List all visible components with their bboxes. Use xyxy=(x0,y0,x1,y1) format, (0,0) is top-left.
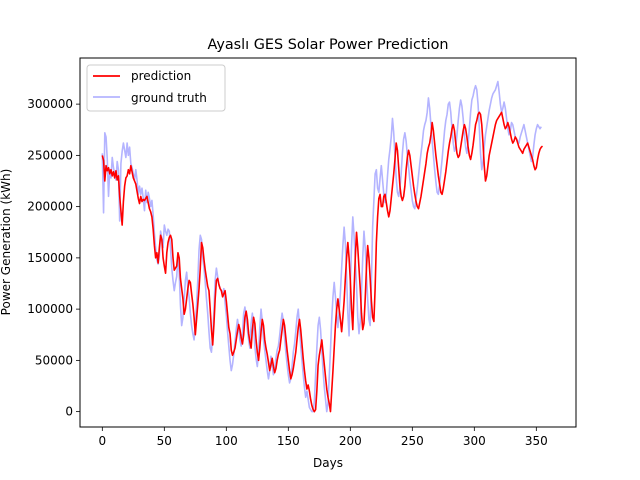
y-tick-label: 50000 xyxy=(35,353,73,367)
legend-label-ground-truth: ground truth xyxy=(131,91,207,105)
x-tick-label: 150 xyxy=(277,434,300,448)
legend-label-prediction: prediction xyxy=(131,69,191,83)
x-tick-label: 350 xyxy=(525,434,548,448)
legend-box xyxy=(86,64,226,112)
x-axis-ticks: 0 50 100 150 200 250 300 350 xyxy=(98,427,548,448)
x-axis-label: Days xyxy=(313,456,343,470)
series-layer xyxy=(101,80,544,413)
plot-area: 0 50 100 150 200 250 300 350 0 50000 100000 150000… xyxy=(27,57,577,448)
y-tick-label: 0 xyxy=(65,405,73,419)
y-tick-label: 150000 xyxy=(27,251,73,265)
y-axis-label: Power Generation (kWh) xyxy=(0,169,13,316)
x-tick-label: 100 xyxy=(215,434,238,448)
x-tick-label: 50 xyxy=(157,434,172,448)
y-axis-ticks: 0 50000 100000 150000 200000 250000 300000 xyxy=(27,97,80,419)
chart-title: Ayaslı GES Solar Power Prediction xyxy=(207,37,448,53)
x-tick-label: 250 xyxy=(401,434,424,448)
x-tick-label: 300 xyxy=(463,434,486,448)
y-tick-label: 300000 xyxy=(27,97,73,111)
y-tick-label: 250000 xyxy=(27,148,73,162)
y-tick-label: 100000 xyxy=(27,302,73,316)
y-tick-label: 200000 xyxy=(27,200,73,214)
legend: prediction ground truth xyxy=(86,64,226,112)
x-tick-label: 200 xyxy=(339,434,362,448)
series-line-prediction xyxy=(101,111,544,413)
x-tick-label: 0 xyxy=(98,434,106,448)
